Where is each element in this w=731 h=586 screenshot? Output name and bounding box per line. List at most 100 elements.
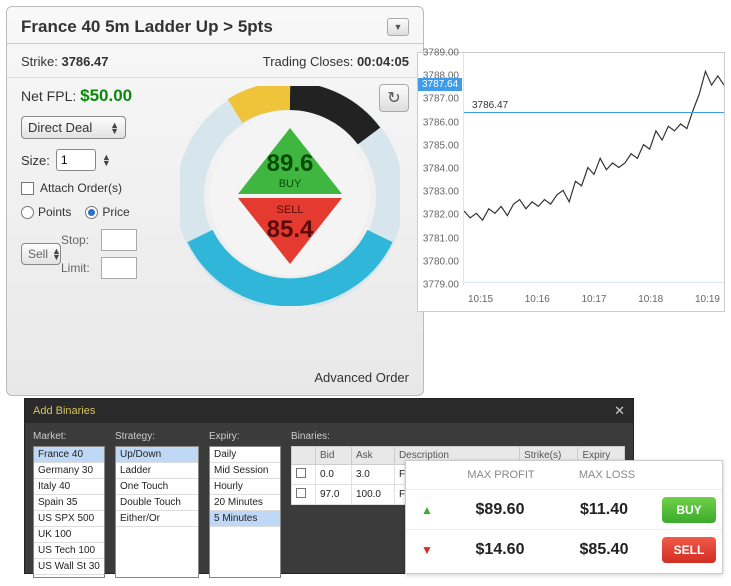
ticket-header: France 40 5m Ladder Up > 5pts ▼ (7, 7, 423, 44)
list-item[interactable]: US Wall St 30 (34, 559, 104, 575)
x-tick-label: 10:17 (581, 294, 606, 305)
deal-mode-value: Direct Deal (28, 120, 92, 135)
sell-price: 85.4 (267, 216, 314, 244)
limit-input[interactable] (101, 257, 137, 279)
advanced-order-link[interactable]: Advanced Order (314, 370, 409, 385)
sell-text: SELL (267, 204, 314, 216)
strike-row: Strike: 3786.47 Trading Closes: 00:04:05 (7, 44, 423, 77)
y-tick-label: 3785.00 (423, 140, 459, 151)
strike-price-text: 3786.47 (472, 100, 508, 111)
up-arrow-icon: ▲ (406, 503, 448, 517)
list-item[interactable]: Spain 35 (34, 495, 104, 511)
direction-select[interactable]: Sell▲▼ (21, 243, 61, 265)
list-item[interactable]: UK 100 (34, 527, 104, 543)
buy-summary-row: ▲ $89.60 $11.40 BUY (406, 489, 722, 529)
collapse-button[interactable]: ▼ (387, 18, 409, 36)
binaries-label: Binaries: (291, 431, 625, 442)
y-tick-label: 3779.00 (423, 280, 459, 291)
limit-label: Limit: (61, 261, 101, 275)
chart-plot (464, 53, 724, 283)
closes-value: 00:04:05 (357, 54, 409, 69)
list-item[interactable]: Ladder (116, 463, 198, 479)
attach-orders-label: Attach Order(s) (40, 181, 122, 195)
x-tick-label: 10:15 (468, 294, 493, 305)
list-item[interactable]: Italy 40 (34, 479, 104, 495)
profit-loss-panel: MAX PROFIT MAX LOSS ▲ $89.60 $11.40 BUY … (405, 460, 723, 574)
strike-value: 3786.47 (61, 54, 108, 69)
expiry-label: Expiry: (209, 431, 281, 442)
y-tick-label: 3786.00 (423, 117, 459, 128)
list-item[interactable]: Germany 30 (34, 463, 104, 479)
y-tick-label: 3782.00 (423, 210, 459, 221)
sell-summary-row: ▼ $14.60 $85.40 SELL (406, 529, 722, 569)
row-checkbox[interactable] (296, 488, 306, 498)
list-item[interactable]: Daily (210, 447, 280, 463)
price-chart: 3789.003788.003787.003786.003785.003784.… (417, 52, 725, 312)
price-label: Price (102, 205, 129, 219)
buy-price: 89.6 (267, 150, 314, 178)
net-fpl-label: Net FPL: (21, 88, 76, 104)
buy-max-loss: $11.40 (552, 501, 656, 519)
sell-max-profit: $14.60 (448, 541, 552, 559)
list-item[interactable]: One Touch (116, 479, 198, 495)
list-item[interactable]: 20 Minutes (210, 495, 280, 511)
list-item[interactable]: Gold (34, 575, 104, 578)
size-label: Size: (21, 153, 50, 168)
y-tick-label: 3783.00 (423, 187, 459, 198)
list-item[interactable]: Mid Session (210, 463, 280, 479)
strategy-listbox[interactable]: Up/DownLadderOne TouchDouble TouchEither… (115, 446, 199, 578)
down-arrow-icon: ▼ (406, 543, 448, 557)
x-tick-label: 10:16 (525, 294, 550, 305)
max-loss-header: MAX LOSS (554, 469, 660, 481)
stepper-arrows-icon[interactable]: ▲▼ (102, 154, 111, 166)
x-tick-label: 10:18 (638, 294, 663, 305)
list-item[interactable]: Either/Or (116, 511, 198, 527)
expiry-listbox[interactable]: DailyMid SessionHourly20 Minutes5 Minute… (209, 446, 281, 578)
list-item[interactable]: Hourly (210, 479, 280, 495)
price-radio[interactable] (85, 206, 98, 219)
attach-orders-checkbox[interactable] (21, 182, 34, 195)
closes-label: Trading Closes: (263, 54, 354, 69)
y-tick-label: 3789.00 (423, 48, 459, 59)
ticket-controls: Net FPL: $50.00 Direct Deal ▲▼ Size: ▲▼ … (21, 86, 171, 306)
instrument-title: France 40 5m Ladder Up > 5pts (21, 17, 273, 37)
buy-button[interactable]: BUY (662, 497, 716, 523)
strike-price-line (464, 112, 724, 113)
current-price-tag: 3787.64 (418, 78, 462, 91)
list-item[interactable]: Up/Down (116, 447, 198, 463)
list-item[interactable]: France 40 (34, 447, 104, 463)
close-icon[interactable]: ✕ (614, 403, 625, 419)
market-label: Market: (33, 431, 105, 442)
buy-max-profit: $89.60 (448, 501, 552, 519)
list-item[interactable]: US Tech 100 (34, 543, 104, 559)
buy-text: BUY (267, 178, 314, 190)
max-profit-header: MAX PROFIT (448, 469, 554, 481)
stop-label: Stop: (61, 233, 101, 247)
strategy-label: Strategy: (115, 431, 199, 442)
list-item[interactable]: Double Touch (116, 495, 198, 511)
list-item[interactable]: 5 Minutes (210, 511, 280, 527)
price-dial: 89.6 BUY SELL 85.4 (180, 86, 400, 306)
list-item[interactable]: US SPX 500 (34, 511, 104, 527)
table-header: Bid (316, 447, 352, 465)
market-listbox[interactable]: France 40Germany 30Italy 40Spain 35US SP… (33, 446, 105, 578)
chart-x-axis: 10:15 10:16 10:17 10:18 10:19 (464, 294, 724, 305)
deal-mode-select[interactable]: Direct Deal ▲▼ (21, 116, 126, 139)
strike-label: Strike: (21, 54, 58, 69)
y-tick-label: 3781.00 (423, 233, 459, 244)
stop-input[interactable] (101, 229, 137, 251)
y-tick-label: 3780.00 (423, 256, 459, 267)
sell-max-loss: $85.40 (552, 541, 656, 559)
net-fpl-value: $50.00 (80, 86, 132, 105)
sell-button[interactable]: SELL (662, 537, 716, 563)
size-input[interactable] (56, 149, 96, 171)
y-tick-label: 3784.00 (423, 164, 459, 175)
table-header: Ask (351, 447, 394, 465)
row-checkbox[interactable] (296, 468, 306, 478)
table-header (292, 447, 316, 465)
binaries-title: Add Binaries (33, 405, 95, 417)
select-arrows-icon: ▲▼ (110, 122, 119, 134)
points-radio[interactable] (21, 206, 34, 219)
points-label: Points (38, 205, 71, 219)
x-tick-label: 10:19 (695, 294, 720, 305)
